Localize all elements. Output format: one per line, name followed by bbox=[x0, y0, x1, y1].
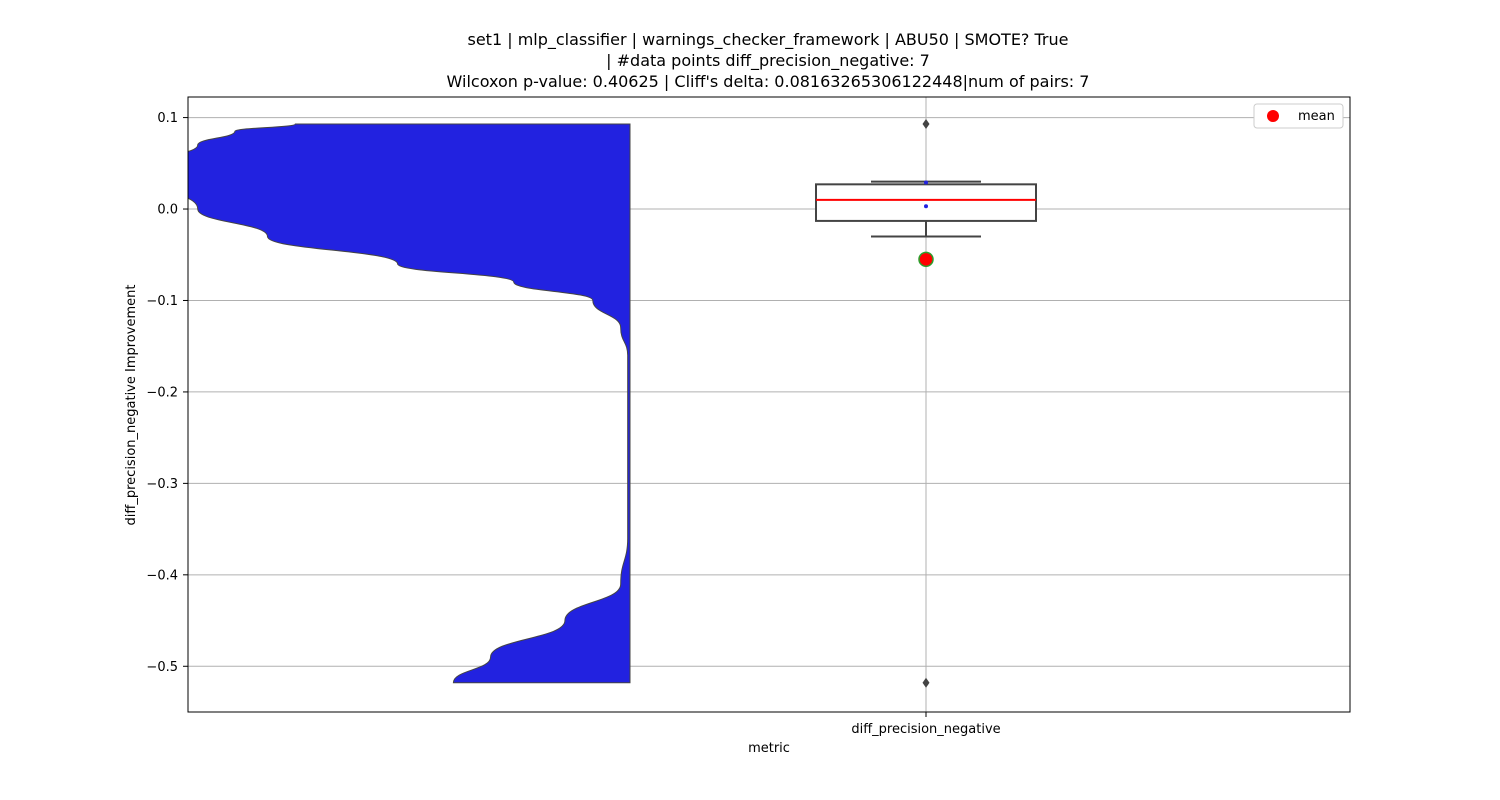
chart-title-line-2: | #data points diff_precision_negative: … bbox=[606, 51, 930, 70]
y-tick-label: −0.5 bbox=[146, 660, 178, 675]
legend-mean-label: mean bbox=[1298, 109, 1335, 124]
box-layer bbox=[815, 118, 1037, 688]
chart-title-line-1: set1 | mlp_classifier | warnings_checker… bbox=[467, 30, 1069, 49]
outlier-marker bbox=[922, 677, 930, 688]
outlier-marker bbox=[922, 118, 930, 129]
legend-frame bbox=[1253, 103, 1344, 129]
x-tick-label: diff_precision_negative bbox=[851, 722, 1000, 737]
violin-body bbox=[188, 123, 631, 684]
legend-mean-marker bbox=[1267, 110, 1279, 122]
mean-marker bbox=[918, 251, 934, 268]
chart-title-line-3: Wilcoxon p-value: 0.40625 | Cliff's delt… bbox=[446, 72, 1090, 91]
y-tick-label: −0.3 bbox=[146, 477, 178, 492]
violin-layer bbox=[188, 123, 631, 684]
data-point bbox=[924, 204, 928, 209]
y-axis-label: diff_precision_negative Improvement bbox=[124, 285, 139, 526]
y-tick-label: 0.0 bbox=[157, 203, 178, 218]
data-point bbox=[924, 180, 928, 185]
plot-frame bbox=[187, 96, 1351, 713]
x-axis-label: metric bbox=[748, 741, 790, 756]
tick-layer: 0.1 0.0 −0.1 −0.2 −0.3 −0.4 −0.5 diff_precision… bbox=[146, 111, 1000, 737]
legend: mean bbox=[1253, 103, 1344, 129]
y-tick-label: 0.1 bbox=[157, 111, 178, 126]
y-tick-label: −0.2 bbox=[146, 385, 178, 400]
box-iqr bbox=[815, 183, 1037, 222]
y-tick-label: −0.1 bbox=[146, 294, 178, 309]
y-tick-label: −0.4 bbox=[146, 568, 178, 583]
